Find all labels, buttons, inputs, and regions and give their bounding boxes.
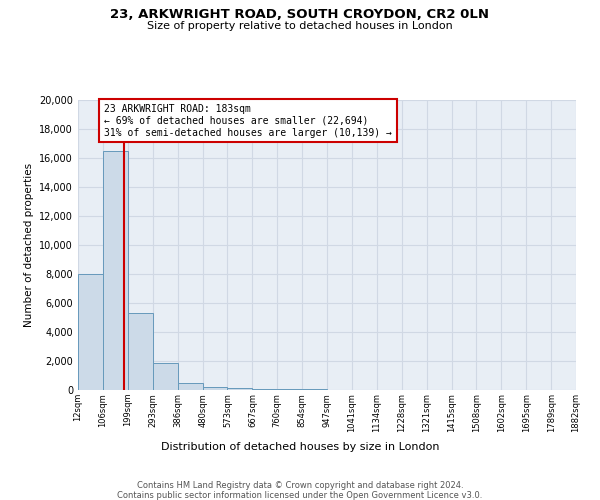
Bar — [227, 388, 253, 390]
Text: Size of property relative to detached houses in London: Size of property relative to detached ho… — [147, 21, 453, 31]
Bar — [78, 274, 103, 390]
Bar — [103, 151, 128, 390]
Text: Distribution of detached houses by size in London: Distribution of detached houses by size … — [161, 442, 439, 452]
Bar — [128, 313, 153, 390]
Bar — [153, 363, 178, 390]
Bar — [203, 387, 227, 390]
Text: Contains HM Land Registry data © Crown copyright and database right 2024.: Contains HM Land Registry data © Crown c… — [137, 481, 463, 490]
Bar — [178, 383, 203, 390]
Y-axis label: Number of detached properties: Number of detached properties — [24, 163, 34, 327]
Text: 23 ARKWRIGHT ROAD: 183sqm
← 69% of detached houses are smaller (22,694)
31% of s: 23 ARKWRIGHT ROAD: 183sqm ← 69% of detac… — [104, 104, 392, 138]
Text: 23, ARKWRIGHT ROAD, SOUTH CROYDON, CR2 0LN: 23, ARKWRIGHT ROAD, SOUTH CROYDON, CR2 0… — [110, 8, 490, 20]
Bar — [253, 388, 277, 390]
Text: Contains public sector information licensed under the Open Government Licence v3: Contains public sector information licen… — [118, 491, 482, 500]
